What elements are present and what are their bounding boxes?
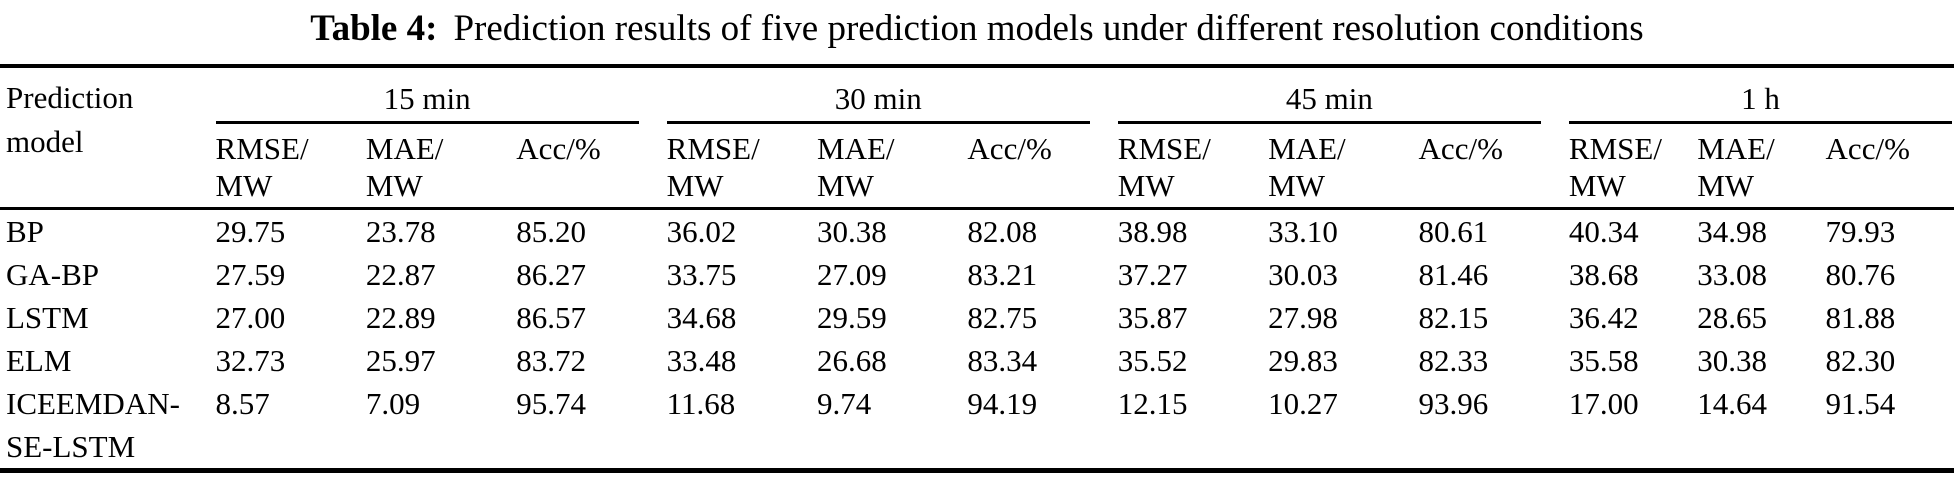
table-row: LSTM 27.00 22.89 86.57 34.68 29.59 82.75… <box>0 296 1954 339</box>
value-cell: 93.96 <box>1418 382 1569 473</box>
model-cell: ICEEMDAN-SE-LSTM <box>0 382 216 473</box>
value-cell: 23.78 <box>365 214 436 249</box>
value-cell: 83.72 <box>516 343 587 378</box>
value-cell: 22.87 <box>365 257 436 292</box>
group-label-45min: 45 min <box>1117 82 1541 124</box>
table-caption: Table 4: Prediction results of five predi… <box>0 0 1954 64</box>
value-cell: 33.08 <box>1697 257 1767 292</box>
value-cell: 29.75 <box>215 214 286 249</box>
value-cell: 80.76 <box>1825 257 1896 292</box>
model-cell: GA-BP <box>6 257 100 292</box>
value-cell: 14.64 <box>1697 382 1826 473</box>
value-cell: 80.61 <box>1418 214 1489 249</box>
value-cell: 7.09 <box>365 382 517 473</box>
value-cell: 30.03 <box>1268 257 1338 292</box>
value-cell: 82.30 <box>1825 343 1896 378</box>
value-cell: 38.98 <box>1117 214 1188 249</box>
value-cell: 30.38 <box>817 214 887 249</box>
value-cell: 82.33 <box>1418 343 1489 378</box>
value-cell: 34.68 <box>666 300 737 335</box>
value-cell: 35.87 <box>1117 300 1188 335</box>
value-cell: 91.54 <box>1825 382 1954 473</box>
value-cell: 82.08 <box>967 214 1038 249</box>
group-header-row: Prediction model 15 min 30 min 45 min 1 … <box>0 66 1954 210</box>
col-header-rmse: RMSE/ MW <box>215 124 366 210</box>
col-header-mae: MAE/ MW <box>1697 124 1826 210</box>
group-header-30min: 30 min <box>666 66 1118 124</box>
value-cell: 27.09 <box>817 257 887 292</box>
value-cell: 81.46 <box>1418 257 1489 292</box>
value-cell: 33.10 <box>1268 214 1338 249</box>
value-cell: 83.21 <box>967 257 1038 292</box>
value-cell: 32.73 <box>215 343 286 378</box>
value-cell: 27.59 <box>215 257 286 292</box>
value-cell: 27.98 <box>1268 300 1338 335</box>
group-header-45min: 45 min <box>1117 66 1569 124</box>
value-cell: 79.93 <box>1825 214 1896 249</box>
col-header-rmse: RMSE/ MW <box>1117 124 1269 210</box>
value-cell: 22.89 <box>365 300 436 335</box>
table-row: ELM 32.73 25.97 83.72 33.48 26.68 83.34 … <box>0 339 1954 382</box>
value-cell: 34.98 <box>1697 214 1767 249</box>
group-header-15min: 15 min <box>215 66 667 124</box>
value-cell: 33.48 <box>666 343 737 378</box>
group-label-1h: 1 h <box>1568 82 1952 124</box>
col-header-mae: MAE/ MW <box>817 124 968 210</box>
value-cell: 35.58 <box>1568 343 1639 378</box>
group-header-1h: 1 h <box>1568 66 1954 124</box>
value-cell: 35.52 <box>1117 343 1188 378</box>
value-cell: 95.74 <box>516 382 667 473</box>
value-cell: 83.34 <box>967 343 1038 378</box>
col-header-rmse: RMSE/ MW <box>666 124 818 210</box>
col-header-rmse: RMSE/ MW <box>1568 124 1698 210</box>
sub-header-row: RMSE/ MW MAE/ MW Acc/% RMSE/ MW MAE/ MW … <box>0 124 1954 210</box>
value-cell: 26.68 <box>817 343 887 378</box>
value-cell: 30.38 <box>1697 343 1767 378</box>
value-cell: 82.15 <box>1418 300 1489 335</box>
prediction-results-table: Prediction model 15 min 30 min 45 min 1 … <box>0 64 1954 473</box>
value-cell: 33.75 <box>666 257 737 292</box>
value-cell: 85.20 <box>516 214 587 249</box>
model-cell: BP <box>6 214 44 249</box>
col-header-acc: Acc/% <box>516 124 667 210</box>
value-cell: 81.88 <box>1825 300 1896 335</box>
table-caption-text: Prediction results of five prediction mo… <box>453 8 1644 49</box>
value-cell: 86.27 <box>516 257 587 292</box>
col-header-mae: MAE/ MW <box>1268 124 1419 210</box>
col-header-acc: Acc/% <box>1825 124 1954 210</box>
table-row: GA-BP 27.59 22.87 86.27 33.75 27.09 83.2… <box>0 253 1954 296</box>
value-cell: 86.57 <box>516 300 587 335</box>
value-cell: 28.65 <box>1697 300 1767 335</box>
table-row: BP 29.75 23.78 85.20 36.02 30.38 82.08 3… <box>0 209 1954 254</box>
value-cell: 17.00 <box>1568 382 1698 473</box>
model-cell: LSTM <box>6 300 89 335</box>
row-header-prediction-model: Prediction model <box>0 66 216 210</box>
value-cell: 82.75 <box>967 300 1038 335</box>
value-cell: 29.59 <box>817 300 887 335</box>
value-cell: 8.57 <box>215 382 366 473</box>
value-cell: 40.34 <box>1568 214 1639 249</box>
model-cell: ELM <box>6 343 72 378</box>
col-header-acc: Acc/% <box>1418 124 1569 210</box>
value-cell: 29.83 <box>1268 343 1338 378</box>
col-header-acc: Acc/% <box>967 124 1118 210</box>
value-cell: 36.42 <box>1568 300 1639 335</box>
value-cell: 25.97 <box>365 343 436 378</box>
table-caption-number: Table 4: <box>310 8 438 49</box>
table-row: ICEEMDAN-SE-LSTM 8.57 7.09 95.74 11.68 9… <box>0 382 1954 473</box>
value-cell: 11.68 <box>666 382 818 473</box>
value-cell: 12.15 <box>1117 382 1269 473</box>
value-cell: 38.68 <box>1568 257 1639 292</box>
group-label-15min: 15 min <box>215 82 639 124</box>
col-header-mae: MAE/ MW <box>365 124 517 210</box>
value-cell: 10.27 <box>1268 382 1419 473</box>
group-label-30min: 30 min <box>666 82 1090 124</box>
value-cell: 37.27 <box>1117 257 1188 292</box>
value-cell: 27.00 <box>215 300 286 335</box>
value-cell: 36.02 <box>666 214 737 249</box>
value-cell: 9.74 <box>817 382 968 473</box>
value-cell: 94.19 <box>967 382 1118 473</box>
